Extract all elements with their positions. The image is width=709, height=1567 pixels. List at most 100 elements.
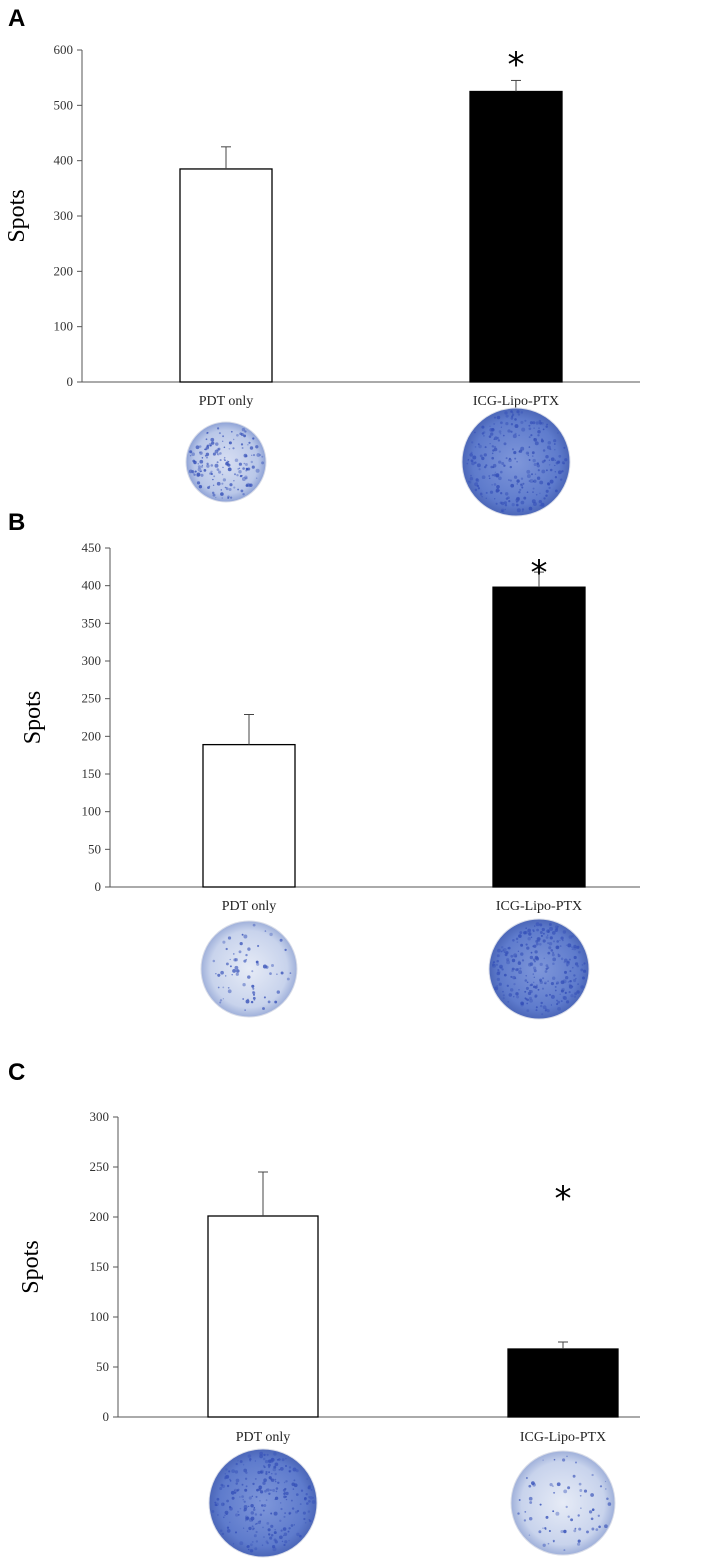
well-spot [255, 1540, 259, 1543]
well-spot [567, 980, 570, 983]
well-spot [274, 1000, 278, 1004]
well-spot [282, 1534, 285, 1537]
well-spot [249, 1460, 251, 1462]
well-spot [520, 446, 525, 451]
well-spot [520, 420, 524, 424]
well-spot [532, 491, 534, 493]
well-plate [488, 918, 590, 1020]
well-spot [515, 968, 519, 972]
well-spot [507, 1001, 510, 1003]
y-tick-label: 450 [82, 540, 102, 555]
well-spot [223, 446, 226, 449]
well-spot [491, 445, 494, 448]
well-spot [256, 962, 260, 966]
well-spot [245, 484, 249, 487]
well-spot [244, 475, 248, 479]
well-spot [307, 1486, 311, 1490]
well-spot [217, 973, 221, 977]
well-spot [546, 445, 551, 450]
well-spot [284, 1512, 286, 1514]
well-spot [309, 1495, 313, 1500]
well-spot [520, 1002, 524, 1006]
well-spot [234, 957, 238, 962]
well-spot [467, 458, 470, 461]
well-spot [498, 430, 502, 433]
well-spot [240, 489, 244, 493]
well-spot [225, 487, 229, 491]
well-spot [560, 980, 565, 985]
well-spot [211, 491, 215, 495]
well-spot [483, 453, 487, 457]
y-tick-label: 250 [82, 691, 102, 706]
panel-label: C [8, 1059, 25, 1086]
well-spot [208, 442, 213, 447]
well-spot [489, 442, 491, 445]
well-spot [260, 1470, 263, 1474]
well-spot [498, 450, 501, 453]
well-spot [299, 1503, 302, 1506]
well-spot [549, 448, 552, 451]
well-spot [576, 1542, 581, 1546]
well-spot [284, 948, 287, 952]
well-spot [207, 486, 210, 489]
y-tick-label: 200 [82, 728, 102, 743]
well-spot [527, 454, 530, 457]
well-spot [595, 1528, 599, 1531]
well-spot [516, 941, 519, 943]
well-spot [227, 467, 232, 472]
well-spot [521, 486, 524, 489]
well-spot [261, 455, 264, 458]
well-spot [472, 455, 477, 460]
well-spot [282, 1527, 287, 1531]
well-spot [250, 460, 254, 464]
well-spot [557, 926, 559, 928]
well-spot [539, 931, 543, 934]
well-spot [274, 1478, 277, 1481]
well-spot [529, 998, 533, 1003]
well-spot [546, 966, 550, 970]
well-spot [217, 447, 221, 451]
well-spot [281, 1540, 284, 1543]
well-spot [493, 498, 496, 500]
well-spot [515, 992, 519, 996]
well-spot [495, 473, 500, 478]
well-spot [224, 486, 227, 489]
well-spot [552, 1485, 554, 1487]
well-spot [206, 431, 209, 434]
well-spot [503, 973, 507, 977]
well-spot [222, 466, 224, 469]
well-spot [263, 1453, 266, 1457]
well-spot [251, 454, 253, 456]
well-spot [526, 946, 530, 950]
y-tick-label: 100 [82, 804, 102, 819]
well-spot [255, 1495, 258, 1498]
well-spot [554, 464, 556, 467]
well-spot [280, 971, 284, 975]
well-spot [228, 1470, 231, 1473]
well-spot [230, 1490, 235, 1495]
well-spot [561, 470, 564, 473]
well-spot [583, 962, 586, 965]
well-spot [530, 936, 533, 939]
well-spot [553, 1458, 556, 1461]
y-tick-label: 350 [82, 615, 102, 630]
well-spot [468, 480, 470, 483]
well-spot [264, 1459, 269, 1464]
well-spot [563, 1489, 568, 1494]
well-spot [554, 471, 556, 473]
well-spot [536, 462, 540, 465]
well-spot [217, 986, 220, 989]
well-spot [553, 1491, 556, 1494]
well-spot [519, 967, 522, 970]
well-spot [296, 1509, 300, 1513]
well-spot [534, 473, 537, 475]
well-spot [502, 434, 505, 437]
well-spot [474, 446, 477, 448]
well-spot [520, 952, 524, 956]
well-spot [578, 1482, 582, 1486]
well-spot [222, 940, 226, 944]
well-spot [554, 989, 557, 992]
well-spot [571, 966, 574, 969]
well-image [185, 421, 267, 503]
